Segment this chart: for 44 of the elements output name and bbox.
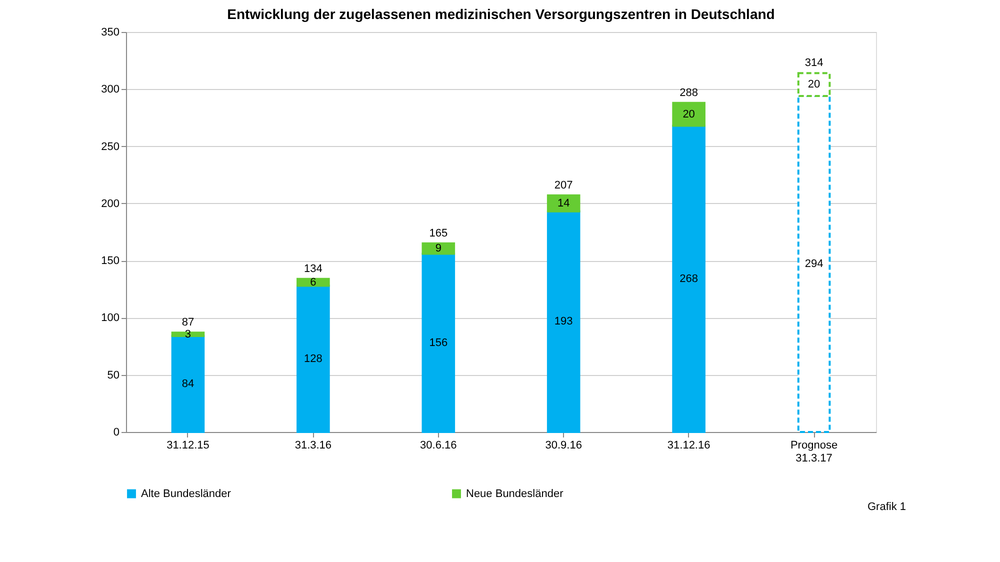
y-tick-label: 200 xyxy=(101,198,120,210)
data-label: 156 xyxy=(429,336,448,349)
data-label: 84 xyxy=(182,378,194,390)
data-label: 268 xyxy=(680,272,698,285)
bar xyxy=(672,102,706,127)
y-tick-label: 50 xyxy=(107,369,120,382)
y-tick-label: 300 xyxy=(101,84,120,96)
legend-label: Alte Bundesländer xyxy=(141,488,232,500)
total-label: 207 xyxy=(554,179,573,192)
data-label: 9 xyxy=(435,242,442,255)
bar xyxy=(672,124,706,433)
x-tick-label: 31.12.15 xyxy=(166,440,210,452)
chart-title: Entwicklung der zugelassenen medizinischen Versorgungszentren in Deutschland xyxy=(227,6,775,22)
data-label: 294 xyxy=(804,258,824,270)
legend-label: Neue Bundesländer xyxy=(466,488,564,500)
data-label: 6 xyxy=(310,276,316,288)
data-label: 20 xyxy=(682,108,695,120)
x-tick-label: 30.6.16 xyxy=(420,440,457,452)
data-label: 128 xyxy=(304,352,322,365)
y-tick-label: 150 xyxy=(101,255,120,268)
y-tick-label: 250 xyxy=(101,140,120,153)
y-tick-label: 0 xyxy=(113,426,120,438)
x-tick-label: 31.12.16 xyxy=(667,440,710,452)
bar xyxy=(296,284,330,433)
total-label: 314 xyxy=(804,57,824,70)
bar xyxy=(296,278,330,287)
bar xyxy=(546,194,580,212)
total-label: 288 xyxy=(680,86,698,99)
total-label: 165 xyxy=(429,227,448,240)
data-label: 14 xyxy=(557,197,570,210)
x-tick-label: Prognose 31.3.17 xyxy=(790,440,838,464)
data-label: 193 xyxy=(554,316,573,328)
text: Grafik 1 xyxy=(867,501,906,513)
y-tick-label: 100 xyxy=(101,312,120,324)
x-tick-label: 30.9.16 xyxy=(545,440,582,452)
bar xyxy=(422,252,456,433)
bar xyxy=(171,332,205,337)
bar xyxy=(546,210,580,433)
total-label: 134 xyxy=(304,262,322,275)
total-label: 87 xyxy=(182,316,194,329)
bar xyxy=(422,242,456,255)
x-tick-label: 31.3.16 xyxy=(294,440,332,452)
data-label: 20 xyxy=(808,78,820,91)
y-tick-label: 350 xyxy=(101,26,120,38)
